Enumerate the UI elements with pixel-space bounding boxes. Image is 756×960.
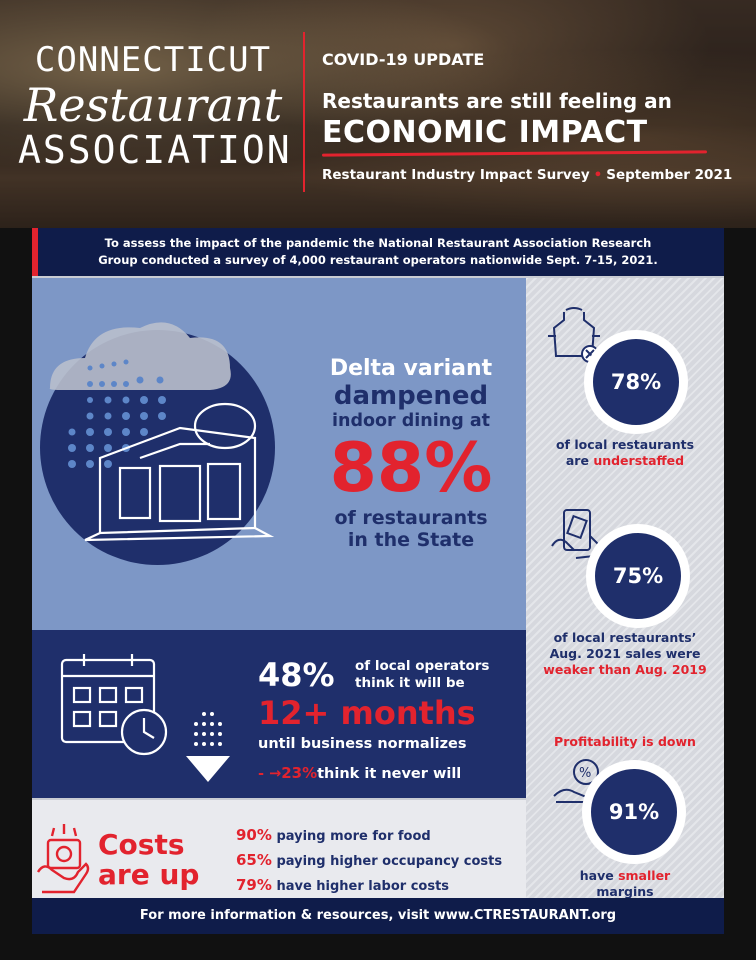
cost-row-1: 90% paying more for food xyxy=(236,826,431,844)
svg-text:%: % xyxy=(579,766,591,781)
operators-sub-2: think it will be xyxy=(355,675,465,691)
months-panel xyxy=(32,630,526,798)
intro-line-1: To assess the impact of the pandemic the… xyxy=(104,236,652,250)
cost-row-2: 65% paying higher occupancy costs xyxy=(236,851,502,869)
restaurant-rain-icon xyxy=(49,322,275,542)
stat-1-line-a: of local restaurants xyxy=(555,437,695,452)
costs-title: Costs are up xyxy=(98,830,199,890)
duration: 12+ months xyxy=(258,694,476,732)
kicker: COVID-19 UPDATE xyxy=(322,50,485,69)
stat-text-2: of local restaurants’ Aug. 2021 sales we… xyxy=(530,630,720,678)
delta-line-5: in the State xyxy=(347,529,475,551)
stat-1-red: understaffed xyxy=(593,453,685,468)
stat-3-text-a: have xyxy=(579,868,619,883)
profitability-header: Profitability is down xyxy=(554,734,696,749)
cost-text-1: paying more for food xyxy=(276,829,431,844)
intro-band: To assess the impact of the pandemic the… xyxy=(32,228,724,276)
logo-line-3: ASSOCIATION xyxy=(18,128,292,172)
survey-title: Restaurant Industry Impact Survey xyxy=(322,167,590,183)
footer: For more information & resources, visit … xyxy=(32,898,724,934)
operators-sub-1: of local operators xyxy=(355,658,490,674)
headline-line-1: Restaurants are still feeling an xyxy=(322,89,672,113)
stat-1-line-b: are understaffed xyxy=(530,453,720,469)
frame-right xyxy=(724,228,756,934)
stat-2-line-a: of local restaurants’ xyxy=(553,630,697,645)
costs-title-2: are up xyxy=(98,858,200,891)
never-text: think it never will xyxy=(317,766,462,782)
stat-circle-3: 91% xyxy=(582,760,686,864)
logo-line-2: Restaurant xyxy=(23,78,283,132)
delta-line-3: indoor dining at xyxy=(332,411,490,431)
headline-line-2: ECONOMIC IMPACT xyxy=(322,115,648,150)
header-banner xyxy=(0,0,756,228)
costs-panel xyxy=(32,800,526,898)
stat-2-red: weaker than Aug. 2019 xyxy=(543,662,707,677)
cost-row-3: 79% have higher labor costs xyxy=(236,876,449,894)
cost-pct-3: 79% xyxy=(236,876,272,894)
delta-line-2: dampened xyxy=(333,381,489,411)
survey-date: September 2021 xyxy=(606,167,733,183)
intro-line-2: Group conducted a survey of 4,000 restau… xyxy=(98,253,658,267)
intro-accent xyxy=(32,228,38,276)
until-text: until business normalizes xyxy=(258,736,467,752)
stat-circle-2: 75% xyxy=(586,524,690,628)
stat-text-3: have smaller margins xyxy=(530,868,720,900)
bullet-icon: • xyxy=(593,167,603,183)
frame-left xyxy=(0,228,32,934)
stat-3-line-b: margins xyxy=(596,884,654,899)
cost-pct-2: 65% xyxy=(236,851,272,869)
header-divider xyxy=(303,32,305,192)
frame-bottom xyxy=(0,934,756,960)
survey-line: Restaurant Industry Impact Survey • Septem… xyxy=(322,167,732,183)
stat-3-line-a: have smaller xyxy=(530,868,720,884)
headline-underline xyxy=(321,150,708,157)
delta-line-1: Delta variant xyxy=(329,356,493,381)
stat-circle-1: 78% xyxy=(584,330,688,434)
never-pct: 23% xyxy=(281,764,318,782)
logo-line-1: CONNECTICUT xyxy=(34,40,272,80)
cost-text-2: paying higher occupancy costs xyxy=(276,854,503,869)
stat-1-text-b: are xyxy=(565,453,594,468)
operators-pct: 48% xyxy=(258,656,335,694)
arrow-right-icon: - → xyxy=(258,766,282,782)
delta-value: 88% xyxy=(329,429,493,508)
delta-text: Delta variant dampened indoor dining at … xyxy=(300,356,522,551)
stat-2-line-b: Aug. 2021 sales were xyxy=(549,646,701,661)
never-line: - →23%think it never will xyxy=(258,764,461,782)
cost-text-3: have higher labor costs xyxy=(276,879,450,894)
header-text: COVID-19 UPDATE Restaurants are still fe… xyxy=(321,50,732,183)
delta-line-4: of restaurants xyxy=(334,507,488,529)
stat-3-red: smaller xyxy=(618,868,671,883)
money-in-hand-icon xyxy=(36,824,90,894)
cost-pct-1: 90% xyxy=(236,826,272,844)
stat-text-1: of local restaurants are understaffed xyxy=(530,437,720,469)
association-logo: CONNECTICUT Restaurant ASSOCIATION xyxy=(18,40,292,200)
calendar-clock-icon xyxy=(60,654,230,782)
operators-sub: of local operators think it will be xyxy=(355,658,489,692)
costs-title-1: Costs xyxy=(98,828,185,861)
